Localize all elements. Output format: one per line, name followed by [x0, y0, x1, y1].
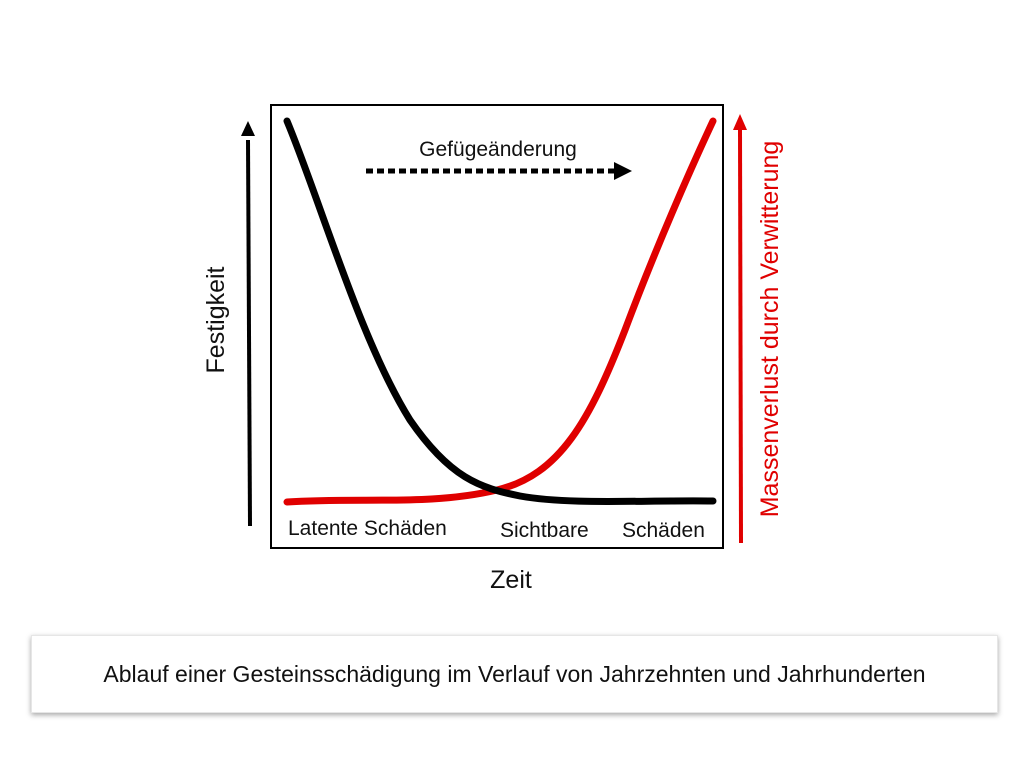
- strength-curve: [283, 117, 717, 505]
- caption-box: Ablauf einer Gesteinsschädigung im Verla…: [31, 635, 998, 713]
- right-axis-label: Massenverlust durch Verwitterung: [756, 141, 784, 518]
- caption-text: Ablauf einer Gesteinsschädigung im Verla…: [103, 660, 926, 687]
- left-axis-label: Festigkeit: [202, 266, 230, 373]
- mass-loss-curve: [283, 117, 717, 506]
- left-axis-arrow: [241, 121, 255, 527]
- plot-frame: [270, 104, 724, 549]
- phase-visible-label-1: Sichtbare: [500, 519, 589, 542]
- bottom-axis-label: Zeit: [490, 566, 532, 594]
- phase-visible-label-2: Schäden: [622, 519, 705, 542]
- gefuege-arrow: [366, 162, 632, 180]
- right-axis-arrow: [733, 114, 747, 544]
- gefuege-label: Gefügeänderung: [419, 138, 577, 161]
- phase-latent-label: Latente Schäden: [288, 517, 447, 540]
